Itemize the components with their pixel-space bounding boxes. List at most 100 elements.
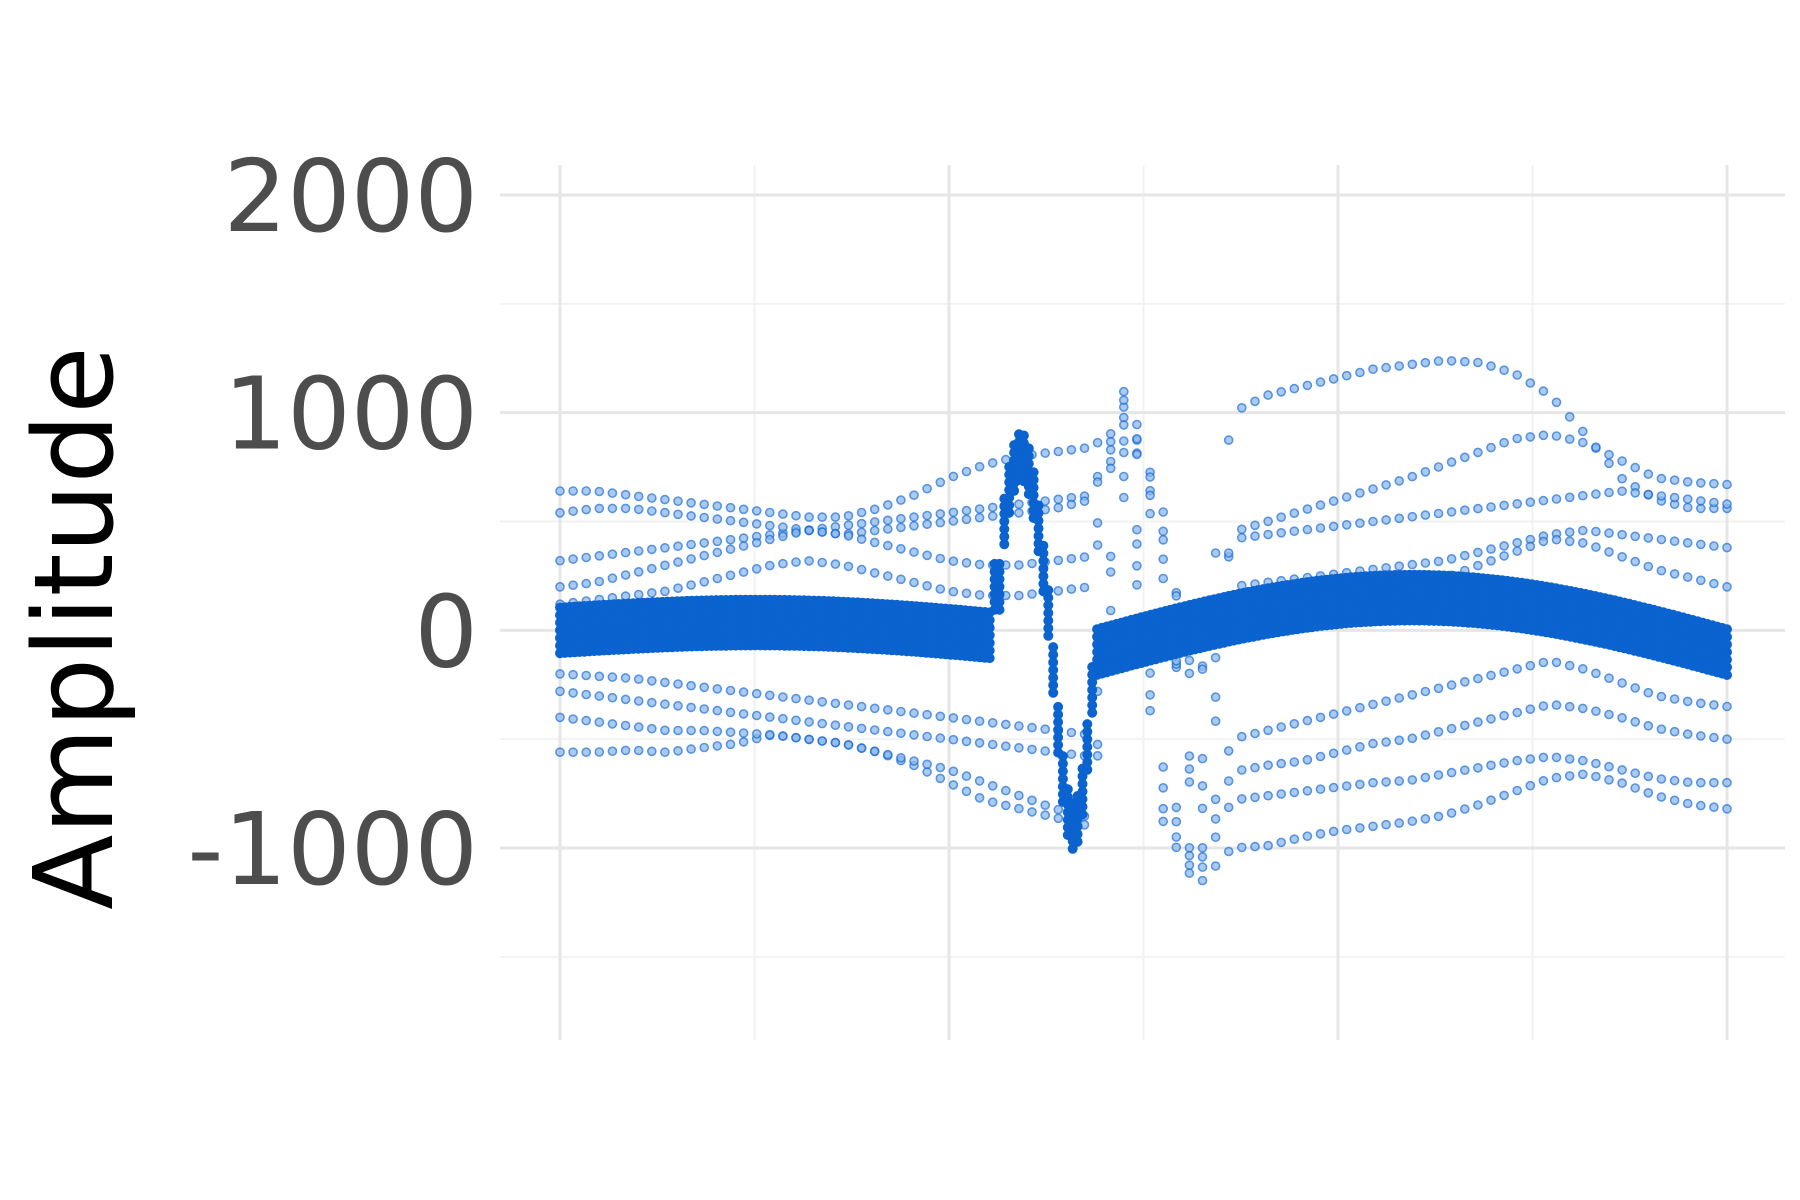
data-point — [1525, 541, 1536, 552]
data-point — [791, 715, 801, 726]
data-point — [1722, 581, 1732, 592]
data-point — [594, 503, 605, 514]
data-point — [948, 780, 959, 790]
data-point — [699, 704, 710, 714]
data-point — [1066, 749, 1077, 760]
data-point — [1394, 818, 1404, 828]
data-point — [1433, 356, 1444, 366]
data-point — [1355, 741, 1365, 752]
data-point — [1223, 435, 1234, 445]
data-point — [1014, 803, 1024, 814]
data-point — [738, 709, 749, 719]
data-point — [987, 717, 998, 728]
data-point — [1407, 559, 1418, 570]
data-point — [686, 511, 696, 521]
data-point — [1062, 784, 1073, 795]
data-point — [1276, 386, 1286, 397]
data-point — [817, 696, 828, 707]
data-point — [568, 669, 578, 680]
data-point — [1237, 842, 1247, 853]
data-point — [1591, 758, 1601, 769]
data-point — [699, 538, 710, 548]
data-point — [1420, 730, 1431, 740]
data-point — [1473, 503, 1483, 514]
data-point — [1014, 790, 1024, 801]
data-point — [1328, 748, 1339, 759]
data-point — [961, 514, 972, 525]
data-point — [581, 486, 592, 496]
data-point — [804, 512, 814, 522]
data-point — [1669, 726, 1680, 737]
data-point — [1368, 516, 1378, 527]
data-point — [633, 491, 644, 502]
data-point — [961, 771, 972, 781]
data-point — [1158, 782, 1168, 793]
data-point — [1525, 754, 1536, 764]
data-point — [1617, 678, 1627, 688]
data-point — [843, 700, 854, 710]
data-point — [1289, 718, 1300, 729]
data-point — [1315, 828, 1326, 839]
data-point — [555, 555, 565, 566]
data-point — [1722, 499, 1732, 509]
data-point — [1171, 802, 1182, 813]
data-point — [646, 675, 657, 686]
data-point — [882, 705, 893, 715]
data-point — [1014, 499, 1024, 510]
data-point — [1656, 534, 1667, 545]
data-point — [725, 570, 736, 581]
data-point — [1643, 787, 1654, 798]
data-point — [1643, 771, 1654, 782]
data-point — [974, 504, 985, 514]
data-point — [1092, 739, 1103, 750]
data-point — [974, 461, 985, 472]
data-point — [1250, 396, 1260, 407]
data-point — [1578, 426, 1588, 437]
data-point — [633, 674, 644, 685]
data-point — [1038, 540, 1049, 551]
data-point — [607, 503, 618, 514]
data-point — [948, 471, 959, 482]
data-point — [1512, 785, 1522, 796]
data-point — [778, 713, 788, 724]
data-point — [1040, 800, 1050, 811]
data-point — [699, 550, 710, 561]
data-point — [1328, 374, 1339, 384]
data-point — [712, 501, 723, 511]
data-point — [751, 688, 762, 699]
data-point — [1066, 584, 1077, 594]
data-point — [1578, 538, 1588, 548]
data-point — [1617, 529, 1627, 540]
data-point — [660, 560, 670, 571]
data-point — [1420, 772, 1431, 783]
data-point — [1341, 781, 1352, 791]
data-point — [830, 720, 841, 731]
data-point — [1210, 692, 1221, 702]
data-point — [1315, 523, 1326, 533]
data-point — [1407, 471, 1418, 482]
data-point — [1355, 702, 1365, 713]
data-point — [738, 517, 749, 528]
data-point — [1460, 505, 1470, 516]
data-point — [778, 509, 788, 519]
data-point — [1604, 458, 1614, 469]
data-point — [1446, 553, 1457, 564]
data-point — [1669, 475, 1680, 486]
y-tick-label: 1000 — [224, 356, 479, 473]
data-point — [1709, 802, 1719, 813]
data-point — [699, 725, 710, 736]
data-point — [948, 556, 959, 567]
data-point — [1394, 561, 1404, 572]
data-point — [1630, 556, 1640, 567]
data-point — [1145, 508, 1155, 519]
data-point — [712, 726, 723, 737]
data-point — [738, 728, 749, 738]
data-point — [856, 701, 867, 712]
data-point — [1630, 462, 1640, 473]
data-point — [751, 506, 762, 516]
data-point — [1656, 774, 1667, 784]
data-point — [1184, 850, 1195, 861]
data-point — [961, 557, 972, 568]
data-point — [935, 773, 946, 784]
data-point — [1722, 777, 1732, 788]
